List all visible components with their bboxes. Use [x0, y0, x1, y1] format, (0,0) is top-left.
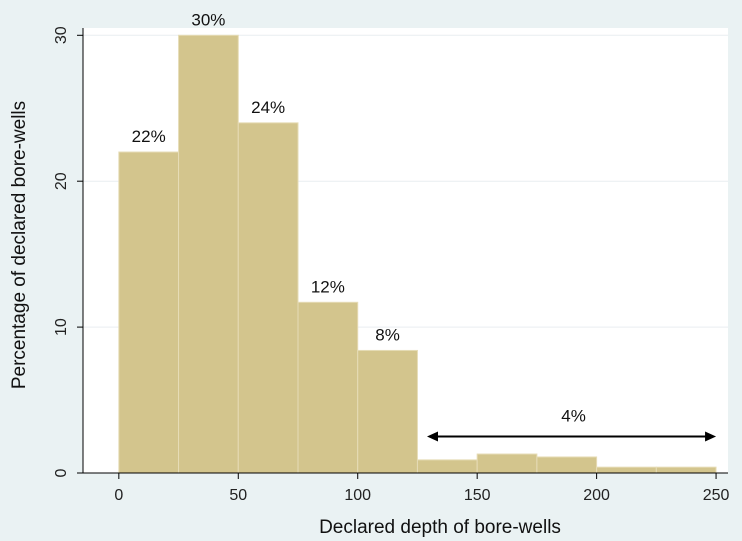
range-arrow-left-head	[427, 431, 438, 442]
x-axis-title: Declared depth of bore-wells	[319, 517, 561, 538]
y-axis-title: Percentage of declared bore-wells	[9, 101, 30, 389]
range-annotation: 4%	[427, 407, 717, 442]
data-labels: 22% 30% 24% 12% 8%	[132, 10, 400, 344]
histogram-bar-3	[297, 301, 359, 474]
x-tick-label-2: 100	[344, 487, 371, 504]
range-arrow-right-head	[705, 431, 717, 442]
y-tick-label-0: 0	[53, 468, 70, 477]
y-tick-label-2: 20	[53, 172, 70, 190]
histogram-bar-8	[596, 466, 657, 474]
bar-data-label-1: 30%	[191, 10, 225, 29]
histogram-bar-1	[178, 34, 239, 474]
y-tick-label-1: 10	[53, 318, 70, 336]
histogram-bar-5	[416, 459, 478, 474]
x-tick-label-0: 0	[114, 487, 123, 504]
bar-data-label-2: 24%	[251, 98, 285, 117]
x-tick-label-3: 150	[464, 487, 491, 504]
histogram-bar-4	[357, 349, 418, 474]
histogram-bar-0	[118, 151, 180, 474]
axes: 0 10 20 30 0 50 100 150 200 250	[53, 26, 730, 504]
histogram-bar-7	[536, 456, 598, 474]
bars	[118, 34, 717, 474]
bar-data-label-0: 22%	[132, 127, 166, 146]
x-tick-label-5: 250	[703, 487, 730, 504]
x-tick-label-4: 200	[583, 487, 610, 504]
histogram-bar-2	[237, 122, 299, 474]
bar-data-label-3: 12%	[311, 277, 345, 296]
y-tick-label-3: 30	[53, 26, 70, 44]
histogram-bar-6	[476, 453, 538, 474]
bar-data-label-4: 8%	[375, 325, 400, 344]
range-annotation-label: 4%	[561, 407, 586, 426]
histogram-bar-9	[655, 466, 717, 474]
x-tick-label-1: 50	[229, 487, 247, 504]
